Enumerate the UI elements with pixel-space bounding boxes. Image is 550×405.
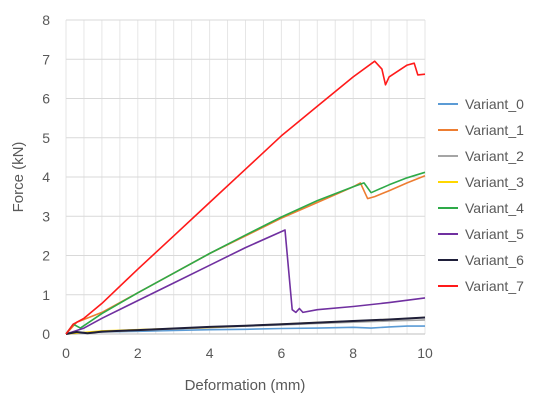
legend-label: Variant_0 — [465, 96, 524, 112]
series-group — [65, 60, 426, 335]
x-tick-label: 2 — [134, 345, 142, 361]
x-tick-label: 6 — [278, 345, 286, 361]
x-tick-label: 0 — [62, 345, 70, 361]
x-tick-label: 4 — [206, 345, 214, 361]
legend-label: Variant_4 — [465, 200, 524, 216]
x-tick-labels: 0 2 4 6 8 10 — [62, 345, 433, 361]
y-axis-title: Force (kN) — [10, 142, 27, 213]
x-tick-label: 10 — [417, 345, 433, 361]
series-line-variant-6 — [65, 316, 426, 335]
y-tick-label: 2 — [42, 248, 50, 264]
legend-label: Variant_3 — [465, 174, 524, 190]
x-axis-title: Deformation (mm) — [185, 377, 306, 394]
y-tick-labels: 0 1 2 3 4 5 6 7 8 — [42, 12, 50, 342]
series-line-variant-4 — [65, 171, 426, 335]
series-line-variant-5 — [65, 229, 426, 335]
y-tick-label: 3 — [42, 208, 50, 224]
y-tick-label: 1 — [42, 287, 50, 303]
legend-label: Variant_7 — [465, 278, 524, 294]
legend-label: Variant_5 — [465, 226, 524, 242]
y-tick-label: 0 — [42, 326, 50, 342]
y-tick-label: 5 — [42, 130, 50, 146]
x-tick-label: 8 — [349, 345, 357, 361]
y-tick-label: 7 — [42, 51, 50, 67]
series-line-variant-7 — [65, 60, 426, 335]
y-tick-label: 6 — [42, 91, 50, 107]
legend-label: Variant_1 — [465, 122, 524, 138]
y-tick-label: 8 — [42, 12, 50, 28]
legend-label: Variant_6 — [465, 252, 524, 268]
legend-label: Variant_2 — [465, 148, 524, 164]
legend: Variant_0 Variant_1 Variant_2 Variant_3 Vari… — [438, 96, 524, 294]
y-tick-label: 4 — [42, 169, 50, 185]
